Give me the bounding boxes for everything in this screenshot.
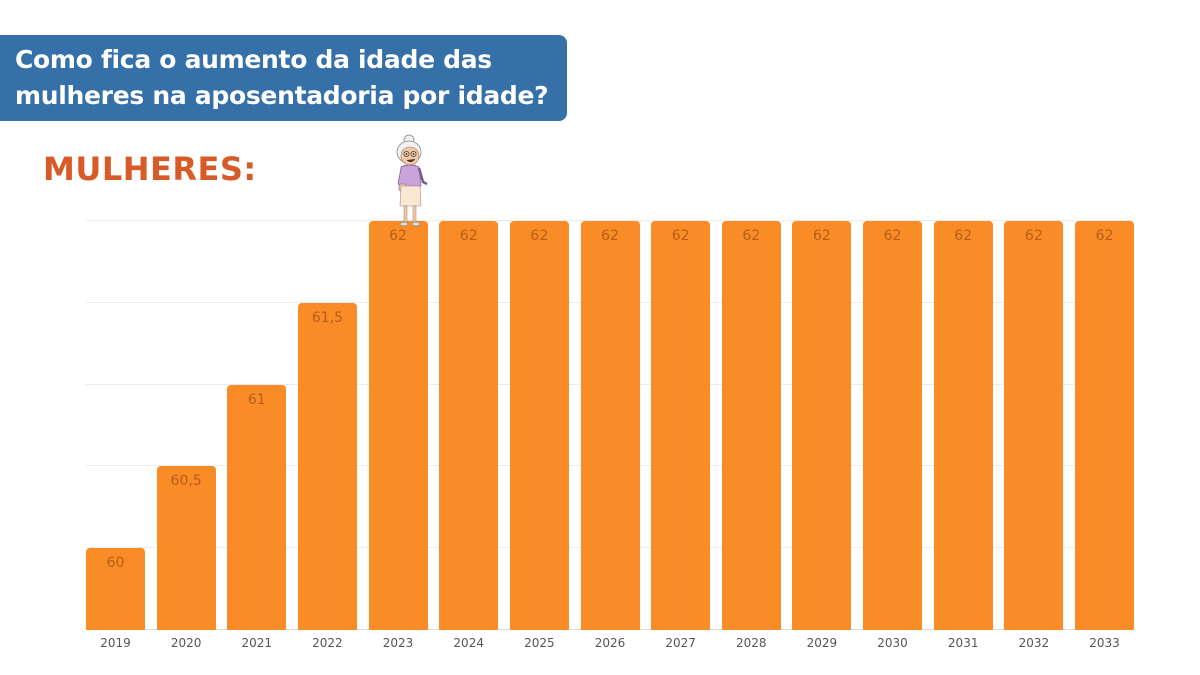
bar-2021: 61	[227, 384, 287, 630]
bar-value-label: 62	[459, 228, 478, 244]
x-tick-label: 2030	[877, 636, 908, 650]
bar-2025: 62	[509, 221, 569, 630]
title-line-2: mulheres na aposentadoria por idade?	[15, 81, 549, 110]
bar-value-label: 62	[742, 228, 761, 244]
bar-2019: 60	[86, 548, 145, 630]
bar-2031: 62	[933, 221, 993, 630]
bar-value-label: 62	[1095, 228, 1114, 244]
x-tick-label: 2021	[241, 636, 273, 650]
x-tick-label: 2023	[382, 636, 414, 650]
x-tick-label: 2029	[806, 636, 838, 650]
bar-value-label: 60,5	[170, 473, 202, 490]
bar-value-label: 60	[106, 555, 125, 572]
bar-2020: 60,5	[156, 466, 216, 630]
bar-2027: 62	[651, 221, 711, 630]
bar-value-label: 62	[601, 228, 619, 244]
bar-2024: 62	[439, 221, 499, 630]
bar-value-label: 61,5	[311, 309, 343, 326]
bar-value-label: 62	[389, 228, 407, 244]
bar-2023: 62	[368, 221, 428, 630]
bar-2029: 62	[792, 221, 852, 630]
x-tick-label: 2032	[1018, 636, 1050, 650]
elderly-woman-icon	[396, 134, 428, 227]
bar-value-label: 62	[954, 228, 973, 244]
title-line-1: Como fica o aumento da idade das	[15, 45, 492, 74]
x-tick-label: 2025	[524, 636, 555, 650]
x-tick-label: 2020	[170, 636, 202, 650]
bar-2026: 62	[580, 221, 640, 630]
bar-2030: 62	[863, 221, 923, 630]
x-tick-label: 2027	[665, 636, 696, 650]
bar-2033: 62	[1075, 221, 1134, 630]
bar-value-label: 62	[530, 228, 549, 244]
section-label: MULHERES:	[43, 150, 257, 188]
x-tick-label: 2022	[312, 636, 343, 650]
x-tick-label: 2024	[453, 636, 484, 650]
bar-value-label: 61	[247, 391, 266, 408]
bar-value-label: 62	[813, 228, 831, 244]
bar-2032: 62	[1004, 221, 1064, 630]
x-tick-label: 2028	[736, 636, 767, 650]
bar-value-label: 62	[671, 228, 690, 244]
bar-2028: 62	[721, 221, 781, 630]
bar-value-label: 62	[883, 228, 902, 244]
bar-2022: 61,5	[297, 302, 357, 630]
bar-value-label: 62	[1024, 228, 1043, 244]
title-banner: Como fica o aumento da idade das mulhere…	[0, 35, 567, 121]
x-tick-label: 2031	[947, 636, 979, 650]
bar-chart-plot: 60 60,5 61 61,5 62 62 62 62 62 62 62 62 62 62 62	[86, 220, 1134, 630]
gridline	[86, 220, 1134, 221]
x-tick-label: 2033	[1089, 636, 1120, 650]
x-tick-label: 2019	[100, 636, 131, 650]
x-tick-label: 2026	[594, 636, 626, 650]
